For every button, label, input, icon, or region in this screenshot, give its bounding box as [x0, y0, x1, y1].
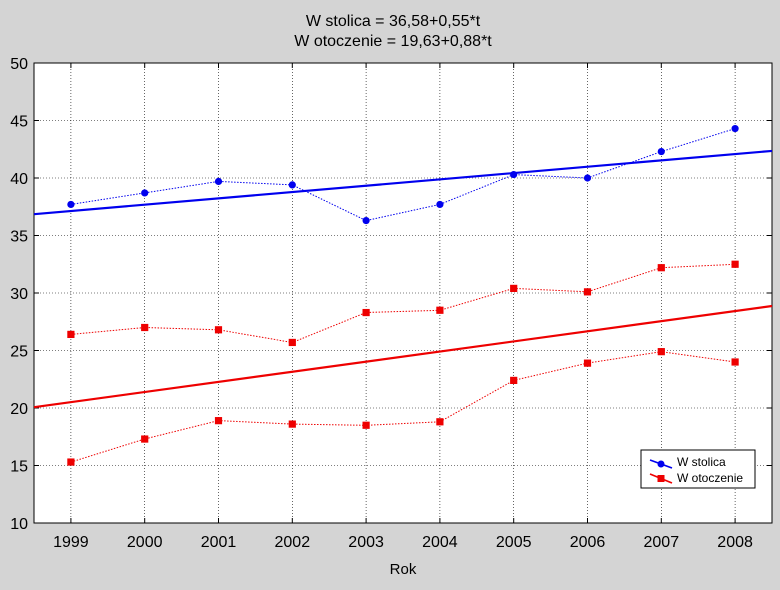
series-line-w-otoczenie [70, 351, 736, 463]
series [67, 124, 739, 466]
x-tick-label: 2002 [275, 534, 311, 551]
data-point-w-stolica [510, 170, 518, 179]
data-point-w-otoczenie [510, 284, 518, 292]
x-tick-label: 2006 [570, 534, 606, 551]
data-point-w-stolica [288, 181, 296, 189]
data-point-w-otoczenie [657, 264, 665, 272]
y-tick-label: 10 [10, 516, 28, 533]
data-point-w-otoczenie [141, 435, 149, 443]
data-point-w-otoczenie [288, 420, 296, 428]
data-point-w-otoczenie [141, 323, 149, 332]
data-point-w-stolica [141, 189, 149, 197]
x-axis-label: Rok [390, 561, 417, 578]
data-point-w-stolica [362, 216, 370, 225]
x-tick-label: 2000 [127, 534, 163, 551]
data-point-w-otoczenie [583, 359, 592, 367]
axes: 10 15 20 25 30 35 40 45 50 1999 2000 2001 2002 2003 20… [10, 56, 772, 551]
trend-line-w-otoczenie [33, 304, 773, 409]
x-tick-label: 2004 [422, 534, 458, 551]
y-tick-label: 30 [10, 286, 28, 303]
y-tick-label: 40 [10, 171, 28, 188]
data-point-w-otoczenie [214, 326, 223, 334]
series-line-w-otoczenie [70, 263, 736, 344]
chart-title-line-2: W otoczenie = 19,63+0,88*t [294, 33, 492, 50]
x-tick-label: 2001 [201, 534, 237, 551]
data-point-w-stolica [436, 200, 444, 209]
data-point-w-otoczenie [731, 358, 739, 366]
data-point-w-otoczenie [362, 421, 370, 429]
data-point-w-otoczenie [583, 288, 592, 296]
data-point-w-otoczenie [288, 338, 296, 347]
data-point-w-stolica [214, 177, 223, 186]
data-point-w-stolica [67, 200, 75, 209]
x-tick-label: 2008 [717, 534, 753, 551]
y-tick-label: 50 [10, 56, 28, 73]
data-point-w-otoczenie [436, 306, 444, 314]
data-point-w-stolica [657, 147, 665, 156]
trend-line-w-stolica [33, 149, 773, 216]
chart-title-line-1: W stolica = 36,58+0,55*t [306, 13, 481, 30]
x-tick-label: 2003 [348, 534, 384, 551]
data-point-w-otoczenie [214, 417, 223, 425]
legend-marker-otoczenie [657, 475, 665, 482]
trend-lines [33, 149, 773, 409]
data-point-w-otoczenie [731, 260, 739, 268]
y-tick-label: 20 [10, 401, 28, 418]
legend-label-stolica: W stolica [677, 455, 726, 469]
data-point-w-otoczenie [67, 458, 75, 466]
x-tick-label: 2005 [496, 534, 532, 551]
y-tick-label: 25 [10, 344, 28, 361]
data-point-w-otoczenie [436, 418, 444, 426]
x-tick-label: 1999 [53, 534, 89, 551]
y-tick-label: 15 [10, 459, 28, 476]
series-line-w-stolica [70, 128, 736, 222]
x-tick-label: 2007 [644, 534, 680, 551]
data-point-w-otoczenie [67, 330, 75, 338]
legend-label-otoczenie: W otoczenie [677, 471, 743, 485]
data-point-w-stolica [731, 124, 739, 133]
y-tick-label: 35 [10, 229, 28, 246]
y-tick-label: 45 [10, 114, 28, 131]
data-point-w-stolica [583, 174, 592, 182]
data-point-w-otoczenie [362, 308, 370, 317]
data-point-w-otoczenie [657, 348, 665, 356]
grid-lines [34, 63, 772, 523]
legend-marker-stolica [657, 460, 665, 468]
data-point-w-otoczenie [510, 376, 518, 384]
legend: W stolica W otoczenie [640, 449, 756, 489]
